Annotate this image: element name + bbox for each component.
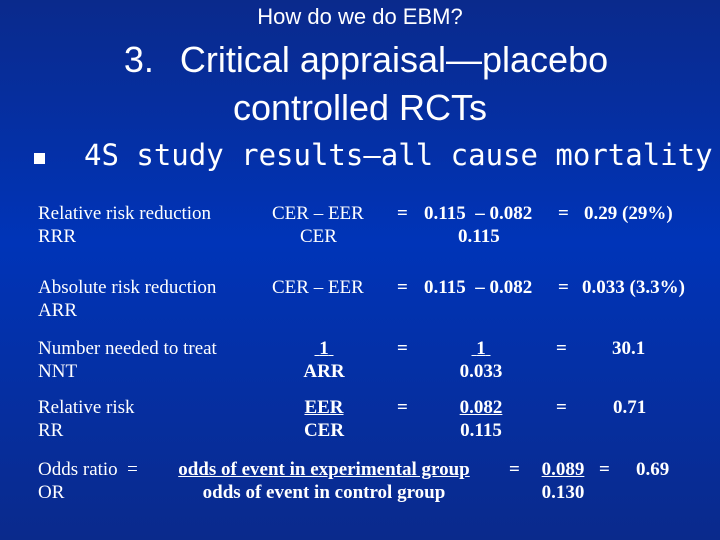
nnt-values-denominator: 0.033 <box>459 361 503 382</box>
nnt-formula-numerator: 1 <box>319 338 329 359</box>
rrr-equals: = <box>397 203 408 224</box>
arr-equals-2: = <box>558 277 569 298</box>
title-line-1: Critical appraisal—placebo <box>179 39 609 80</box>
or-values-denominator: 0.130 <box>541 482 585 503</box>
rr-equals: = <box>397 397 408 418</box>
rr-result: 0.71 <box>613 397 647 418</box>
rr-formula-denominator: CER <box>303 420 345 441</box>
rr-label-name: Relative risk <box>38 397 135 418</box>
bullet-text: 4S study results—all cause mortality <box>84 138 713 172</box>
rr-equals-2: = <box>556 397 567 418</box>
arr-values: 0.115 – 0.082 <box>424 277 533 298</box>
rrr-values: 0.115 – 0.082 0.115 <box>424 202 532 248</box>
rrr-formula-denominator: CER <box>300 226 337 247</box>
nnt-result: 30.1 <box>612 338 646 359</box>
or-equals-2: = <box>599 459 610 480</box>
nnt-formula: 1 ARR <box>294 337 354 383</box>
rrr-result: 0.29 (29%) <box>584 203 673 224</box>
rr-formula: EER CER <box>294 396 354 442</box>
arr-label-abbr: ARR <box>38 300 78 321</box>
or-equals: = <box>509 459 520 480</box>
or-label-name: Odds ratio = <box>38 459 138 480</box>
or-result: 0.69 <box>636 459 670 480</box>
arr-result: 0.033 (3.3%) <box>582 277 685 298</box>
nnt-formula-denominator: ARR <box>303 361 345 382</box>
or-label-abbr: OR <box>38 482 65 503</box>
nnt-values-numerator: 1 <box>476 338 486 359</box>
rrr-formula-numerator: CER – EER <box>272 203 364 224</box>
or-formula: odds of event in experimental group odds… <box>166 458 482 504</box>
rr-values: 0.082 0.115 <box>446 396 516 442</box>
rr-values-denominator: 0.115 <box>460 420 502 441</box>
or-formula-denominator: odds of event in control group <box>202 482 446 503</box>
rr-label-abbr: RR <box>38 420 64 441</box>
or-values-numerator: 0.089 <box>541 459 585 480</box>
rrr-label-abbr: RRR <box>38 226 77 247</box>
nnt-label: Number needed to treat NNT <box>38 337 217 383</box>
nnt-label-name: Number needed to treat <box>38 338 217 359</box>
rr-label: Relative risk RR <box>38 396 135 442</box>
rrr-label-name: Relative risk reduction <box>38 203 212 224</box>
bullet-square-icon <box>34 153 45 164</box>
rrr-values-denominator: 0.115 <box>458 226 500 247</box>
nnt-values: 1 0.033 <box>446 337 516 383</box>
slide-title: 3. Critical appraisal—placebo controlled … <box>0 36 720 132</box>
arr-label-name: Absolute risk reduction <box>38 277 217 298</box>
rr-formula-numerator: EER <box>304 397 344 418</box>
arr-label: Absolute risk reduction ARR <box>38 276 216 322</box>
rrr-label: Relative risk reduction RRR <box>38 202 211 248</box>
slide-subtitle: How do we do EBM? <box>257 4 463 29</box>
arr-equals: = <box>397 277 408 298</box>
title-number: 3. <box>123 39 154 80</box>
arr-formula: CER – EER <box>272 277 364 298</box>
or-label: Odds ratio = OR <box>38 458 138 504</box>
rrr-values-numerator: 0.115 – 0.082 <box>424 203 533 224</box>
or-values: 0.089 0.130 <box>538 458 588 504</box>
nnt-equals: = <box>397 338 408 359</box>
or-formula-numerator: odds of event in experimental group <box>178 459 470 480</box>
nnt-label-abbr: NNT <box>38 361 78 382</box>
title-line-2: controlled RCTs <box>232 87 488 128</box>
rrr-formula: CER – EER CER <box>272 202 364 248</box>
nnt-equals-2: = <box>556 338 567 359</box>
rrr-equals-2: = <box>558 203 569 224</box>
rr-values-numerator: 0.082 <box>459 397 503 418</box>
